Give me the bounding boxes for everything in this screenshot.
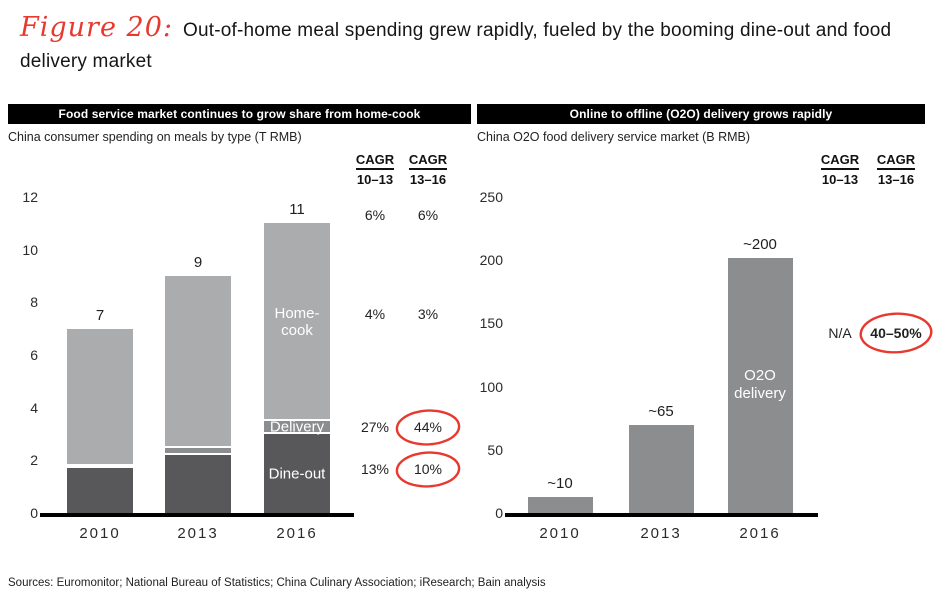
figure-title-block: Figure 20: Out-of-home meal spending grew… [20, 12, 915, 77]
left-panel-header-bar: Food service market continues to grow sh… [8, 104, 471, 124]
in-bar-label-home-cook: Home- cook [274, 305, 320, 340]
in-bar-label-delivery: Delivery [269, 418, 325, 436]
right-panel-header-bar: Online to offline (O2O) delivery grows r… [477, 104, 925, 124]
bar-segment-home-cook-2016 [264, 223, 330, 421]
y-axis-tick-label: 150 [479, 315, 503, 332]
y-axis-tick-label: 50 [487, 441, 503, 458]
right-cagr-header-col1: CAGR 10–13 [809, 152, 871, 187]
bar-segment-delivery-2016 [264, 420, 330, 434]
left-cagr-header-col2: CAGR 13–16 [397, 152, 459, 187]
bar-total-label: 7 [95, 306, 105, 324]
bar-total-label: 9 [193, 254, 203, 271]
y-axis-tick-label: 0 [495, 505, 503, 521]
bar-value-label: ~200 [743, 235, 777, 253]
bar-total-label: 11 [289, 201, 305, 219]
cagr-header-period: 10–13 [356, 172, 394, 187]
y-axis-tick-label: 4 [30, 399, 38, 416]
x-axis-category-label: 2013 [640, 525, 682, 542]
cagr-value: 27% [360, 419, 390, 435]
x-axis-category-label: 2010 [539, 525, 581, 542]
cagr-header-title: CAGR [355, 152, 395, 170]
cagr-value: 13% [360, 461, 390, 477]
segment-separator [264, 432, 330, 434]
bar-segment-dine-out-2016 [264, 434, 330, 513]
in-bar-label-dine-out: Dine-out [268, 465, 326, 482]
y-axis-tick-label: 250 [479, 189, 503, 205]
bar-segment-home-cook-2010 [67, 328, 133, 466]
x-axis-category-label: 2010 [79, 525, 121, 542]
in-bar-label-o2o-delivery: O2O delivery [734, 367, 786, 403]
left-chart-subtitle: China consumer spending on meals by type… [8, 130, 302, 144]
x-axis-category-label: 2013 [177, 525, 219, 542]
bar-value-label: ~10 [547, 474, 573, 492]
sources-line: Sources: Euromonitor; National Bureau of… [8, 577, 546, 589]
cagr-value: 40–50% [870, 325, 922, 341]
cagr-header-period: 13–16 [409, 172, 447, 187]
bar-o2o-2010 [527, 496, 593, 513]
x-axis-category-label: 2016 [739, 525, 781, 542]
cagr-value: 4% [364, 306, 386, 322]
x-axis-category-label: 2016 [276, 525, 318, 542]
bar-segment-home-cook-2013 [165, 276, 231, 449]
bar-o2o-2016 [727, 257, 793, 513]
segment-separator [165, 446, 231, 449]
segment-separator [264, 418, 330, 421]
cagr-header-period: 10–13 [821, 172, 859, 187]
figure-number-label: Figure 20: [20, 12, 173, 43]
cagr-value: N/A [828, 325, 852, 341]
cagr-header-period: 13–16 [877, 172, 915, 187]
bar-segment-delivery-2013 [165, 448, 231, 456]
right-cagr-header-col2: CAGR 13–16 [865, 152, 927, 187]
right-chart-subtitle: China O2O food delivery service market (… [477, 130, 751, 144]
y-axis-tick-label: 6 [30, 347, 38, 363]
figure-title: Out-of-home meal spending grew rapidly, … [20, 20, 892, 72]
cagr-value: 3% [417, 306, 439, 322]
x-axis-line [505, 513, 818, 517]
y-axis-tick-label: 100 [479, 378, 503, 395]
bar-o2o-2013 [628, 424, 694, 513]
x-axis-line [40, 513, 354, 517]
bar-value-label: ~65 [648, 402, 674, 420]
y-axis-tick-label: 12 [22, 189, 38, 205]
left-cagr-header-col1: CAGR 10–13 [344, 152, 406, 187]
segment-separator [165, 453, 231, 456]
bar-segment-dine-out-2010 [67, 468, 133, 513]
cagr-value: 6% [364, 207, 386, 223]
segment-separator [67, 463, 133, 466]
y-axis-tick-label: 10 [22, 241, 38, 258]
segment-separator [67, 466, 133, 469]
y-axis-tick-label: 2 [30, 452, 38, 469]
cagr-header-title: CAGR [408, 152, 448, 170]
bar-segment-dine-out-2013 [165, 455, 231, 513]
y-axis-tick-label: 200 [479, 252, 503, 269]
cagr-header-title: CAGR [820, 152, 860, 170]
cagr-value: 6% [417, 207, 439, 223]
cagr-header-title: CAGR [876, 152, 916, 170]
y-axis-tick-label: 0 [30, 505, 38, 521]
y-axis-tick-label: 8 [30, 294, 38, 311]
